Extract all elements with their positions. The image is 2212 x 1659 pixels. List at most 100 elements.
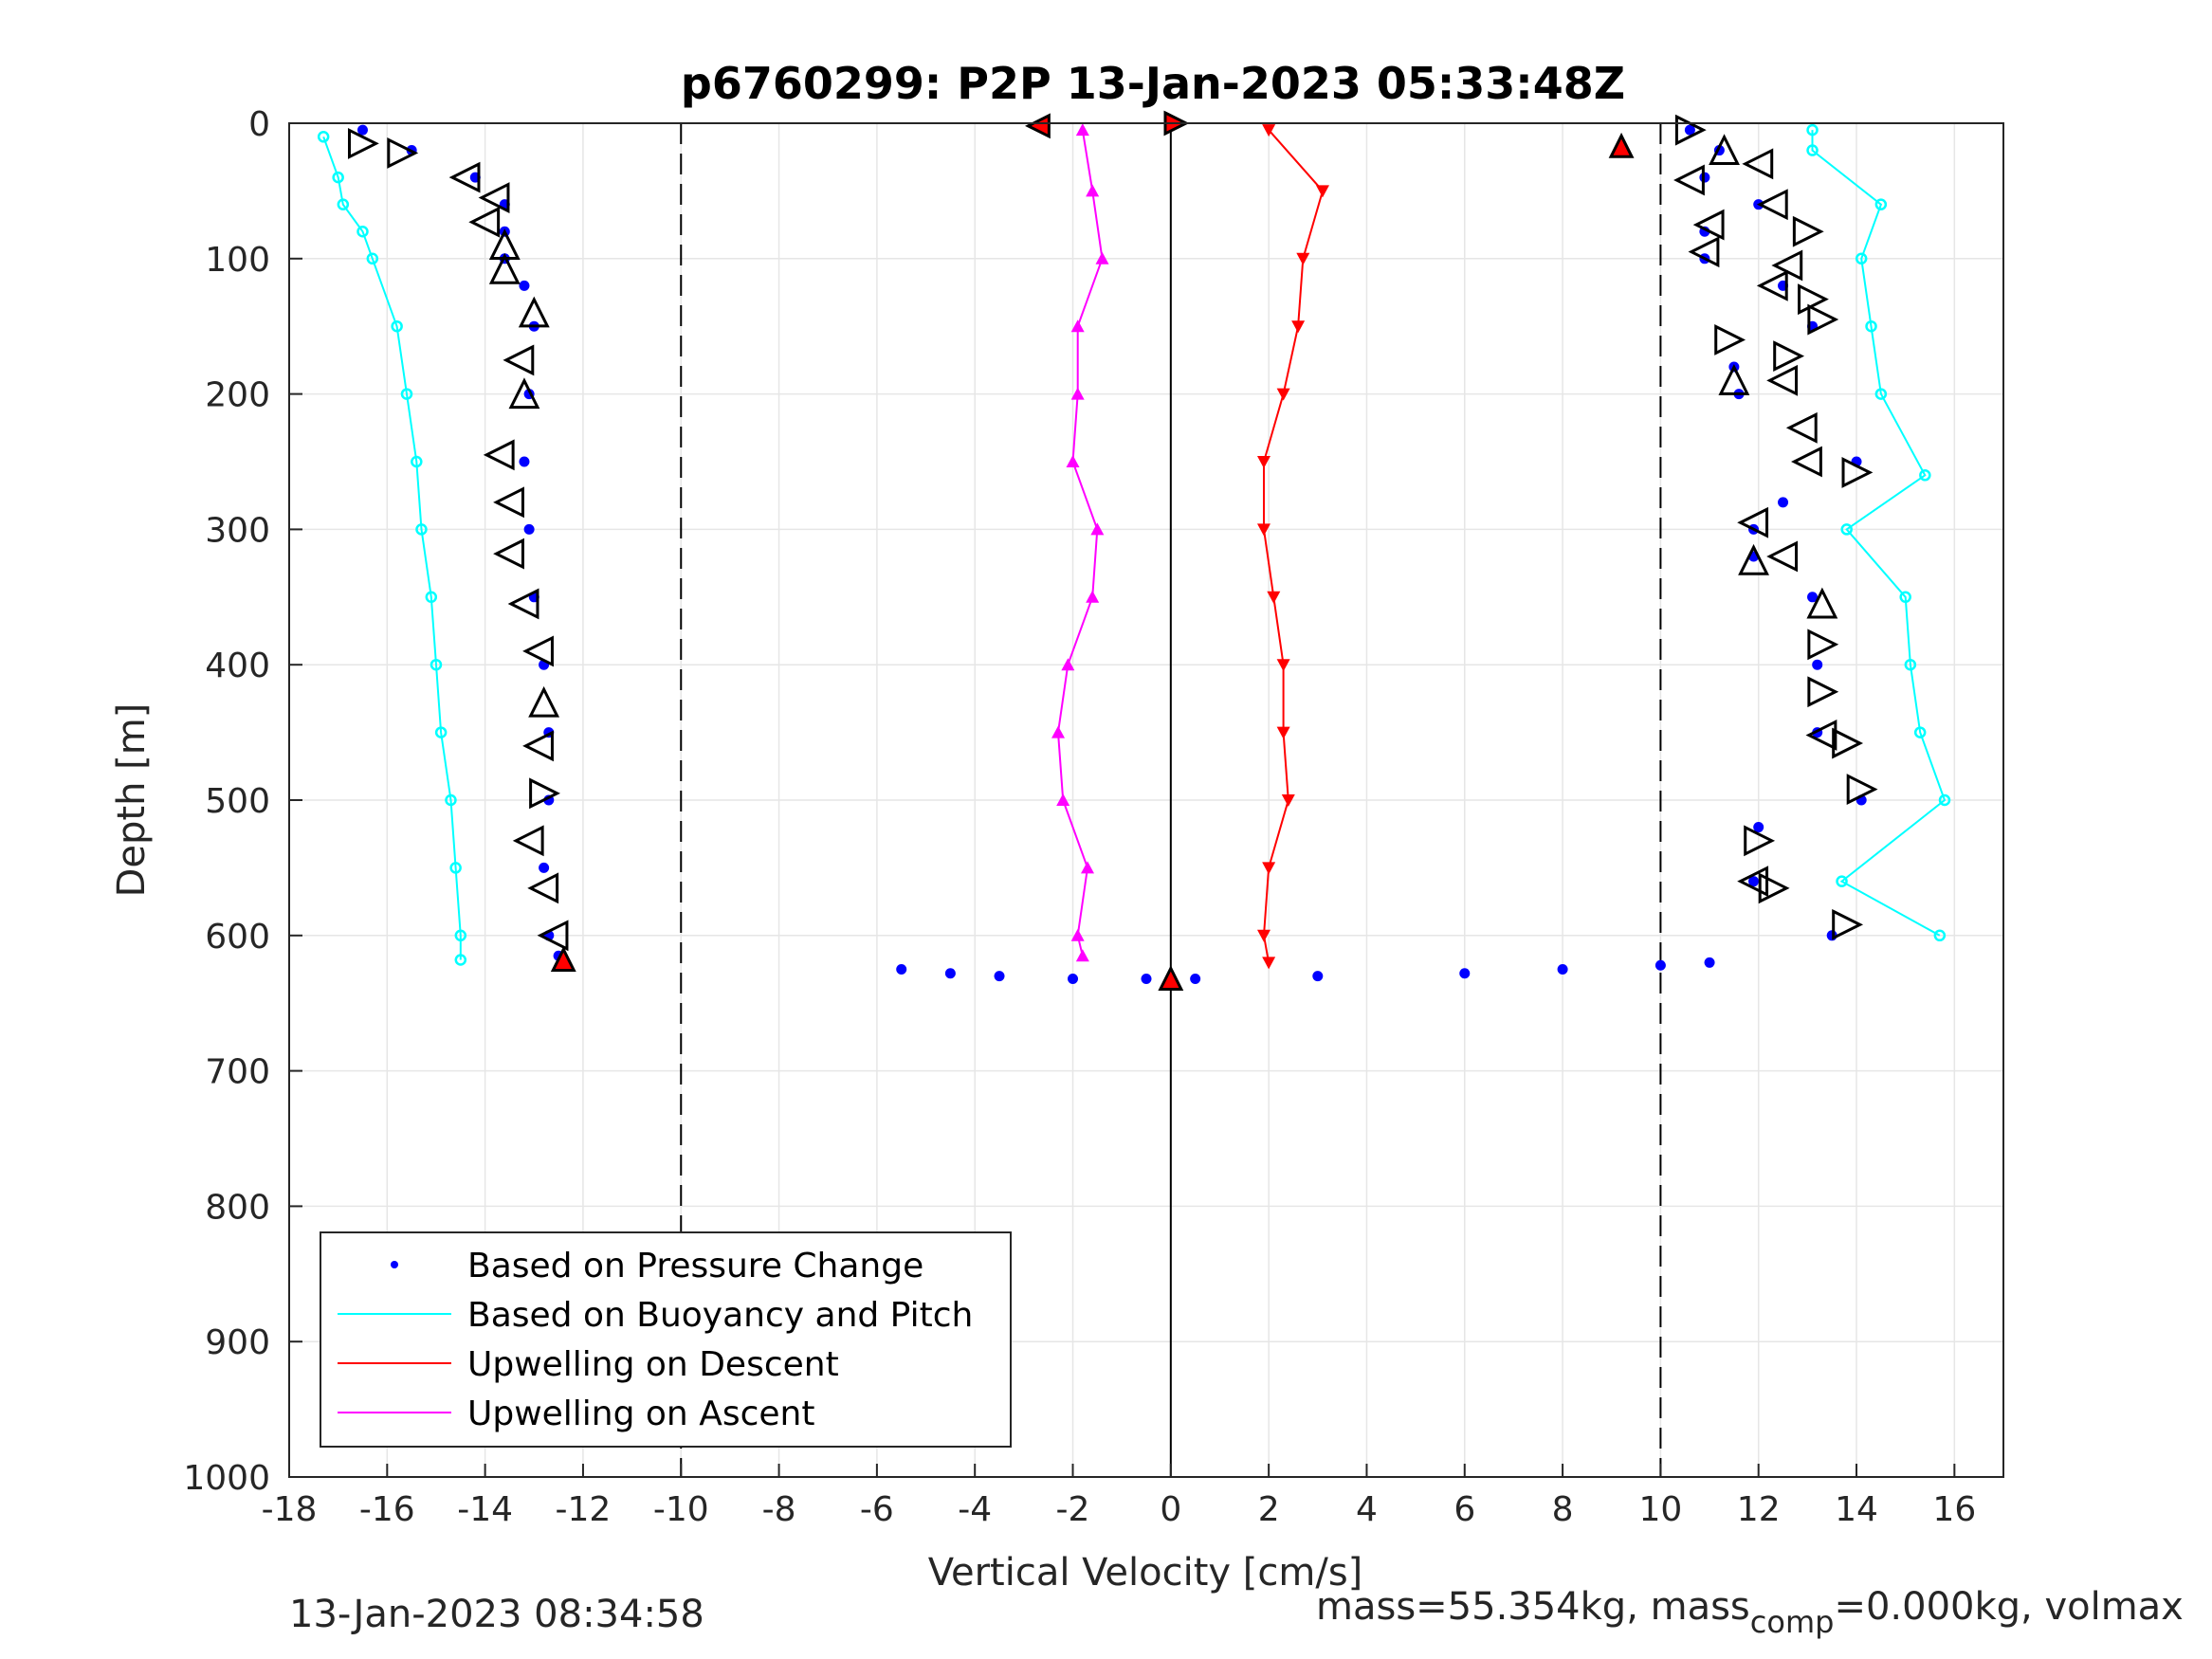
pitch-marker	[503, 344, 535, 376]
series-point	[1075, 949, 1089, 962]
y-axis-label: Depth [m]	[110, 703, 154, 898]
pitch-marker	[1806, 587, 1838, 619]
pitch-marker	[478, 182, 510, 213]
series-point	[415, 523, 428, 536]
series-point	[1684, 124, 1695, 136]
series-point	[1262, 957, 1276, 970]
series-point	[1256, 929, 1271, 942]
event-marker-surface-end	[1608, 132, 1635, 158]
series-point	[539, 862, 550, 873]
series-point	[994, 971, 1005, 982]
pitch-marker	[522, 730, 554, 762]
x-tick-label: 10	[1638, 1490, 1682, 1529]
pitch-marker	[1841, 456, 1874, 488]
pitch-marker	[528, 685, 560, 718]
x-tick-label: 16	[1932, 1490, 1976, 1529]
pitch-marker	[493, 486, 524, 519]
pitch-marker	[1709, 134, 1740, 166]
series-point	[1459, 968, 1471, 979]
footer-mass-info: mass=55.354kg, masscomp=0.000kg, volmax	[1316, 1585, 2184, 1640]
x-tick-label: -14	[457, 1490, 513, 1529]
series-point	[400, 388, 413, 400]
pitch-marker	[518, 296, 550, 328]
pitch-marker	[1846, 774, 1878, 806]
series-point	[1068, 973, 1079, 984]
x-tick-label: -4	[958, 1490, 992, 1529]
y-tick-label: 900	[205, 1323, 270, 1362]
y-tick-label: 1000	[183, 1459, 270, 1498]
pitch-marker	[1756, 269, 1788, 301]
series-point	[1904, 658, 1917, 671]
series-point	[1061, 658, 1075, 671]
series-point	[1865, 319, 1877, 333]
x-tick-label: 0	[1160, 1490, 1181, 1529]
pitch-marker	[1832, 727, 1864, 759]
series-point	[1748, 876, 1760, 887]
pitch-marker	[468, 206, 501, 238]
series-point	[1066, 455, 1080, 467]
series-point	[1291, 320, 1306, 334]
series-point	[944, 968, 956, 979]
series-point	[1256, 523, 1271, 537]
pitch-marker	[1805, 720, 1837, 751]
y-tick-label: 100	[205, 241, 270, 280]
pitch-marker	[522, 635, 554, 667]
x-tick-label: -18	[262, 1490, 318, 1529]
pitch-marker	[1692, 209, 1725, 241]
series-point	[1070, 928, 1085, 941]
series-line	[322, 136, 462, 960]
series-point	[1312, 971, 1324, 982]
series-point	[1141, 973, 1152, 984]
pitch-marker	[493, 538, 524, 570]
pitch-marker	[537, 920, 569, 952]
series-point	[1913, 726, 1927, 738]
mass-subscript: comp	[1749, 1604, 1835, 1640]
series-point	[1081, 861, 1095, 874]
pitch-marker	[529, 777, 560, 810]
series-point	[1070, 319, 1085, 333]
series-point	[1267, 591, 1281, 604]
pitch-marker	[1714, 324, 1746, 356]
mass-text: mass=55.354kg, mass	[1316, 1585, 1750, 1629]
series-point	[332, 171, 344, 184]
legend-label: Upwelling on Descent	[467, 1345, 839, 1384]
series-point	[1874, 198, 1888, 210]
series-point	[1807, 592, 1819, 603]
series-point	[411, 455, 423, 468]
pitch-marker	[508, 377, 540, 410]
pitch-marker	[1766, 364, 1799, 396]
series-point	[519, 280, 530, 291]
series-point	[1070, 387, 1085, 400]
series-point	[1095, 251, 1109, 264]
series-point	[454, 929, 467, 942]
series-point	[356, 225, 369, 238]
pitch-marker	[1758, 872, 1790, 904]
legend-label: Based on Pressure Change	[467, 1247, 923, 1285]
pitch-marker	[1756, 189, 1788, 221]
legend-box	[320, 1231, 1012, 1448]
x-tick-label: -12	[556, 1490, 612, 1529]
series-point	[454, 954, 467, 966]
series-point	[1086, 590, 1100, 603]
pitch-marker	[527, 872, 559, 904]
legend-label: Based on Buoyancy and Pitch	[467, 1296, 973, 1335]
pitch-marker	[1773, 340, 1805, 373]
pitch-marker	[507, 588, 539, 620]
event-marker-bottom-a	[550, 946, 576, 972]
pitch-marker	[1742, 148, 1774, 180]
y-tick-label: 0	[248, 105, 270, 144]
series-point	[1778, 497, 1789, 508]
series-point	[1874, 388, 1888, 400]
y-tick-label: 600	[205, 918, 270, 957]
legend-swatch-dot	[391, 1261, 398, 1268]
event-marker-bottom-b	[1158, 965, 1184, 991]
series-point	[1281, 794, 1295, 807]
pitch-marker	[448, 161, 481, 193]
series-point	[519, 456, 530, 467]
series-point	[434, 726, 448, 738]
pitch-marker	[1738, 543, 1769, 575]
pitch-marker	[1798, 283, 1829, 316]
x-tick-label: 4	[1356, 1490, 1378, 1529]
series-point	[523, 523, 535, 535]
